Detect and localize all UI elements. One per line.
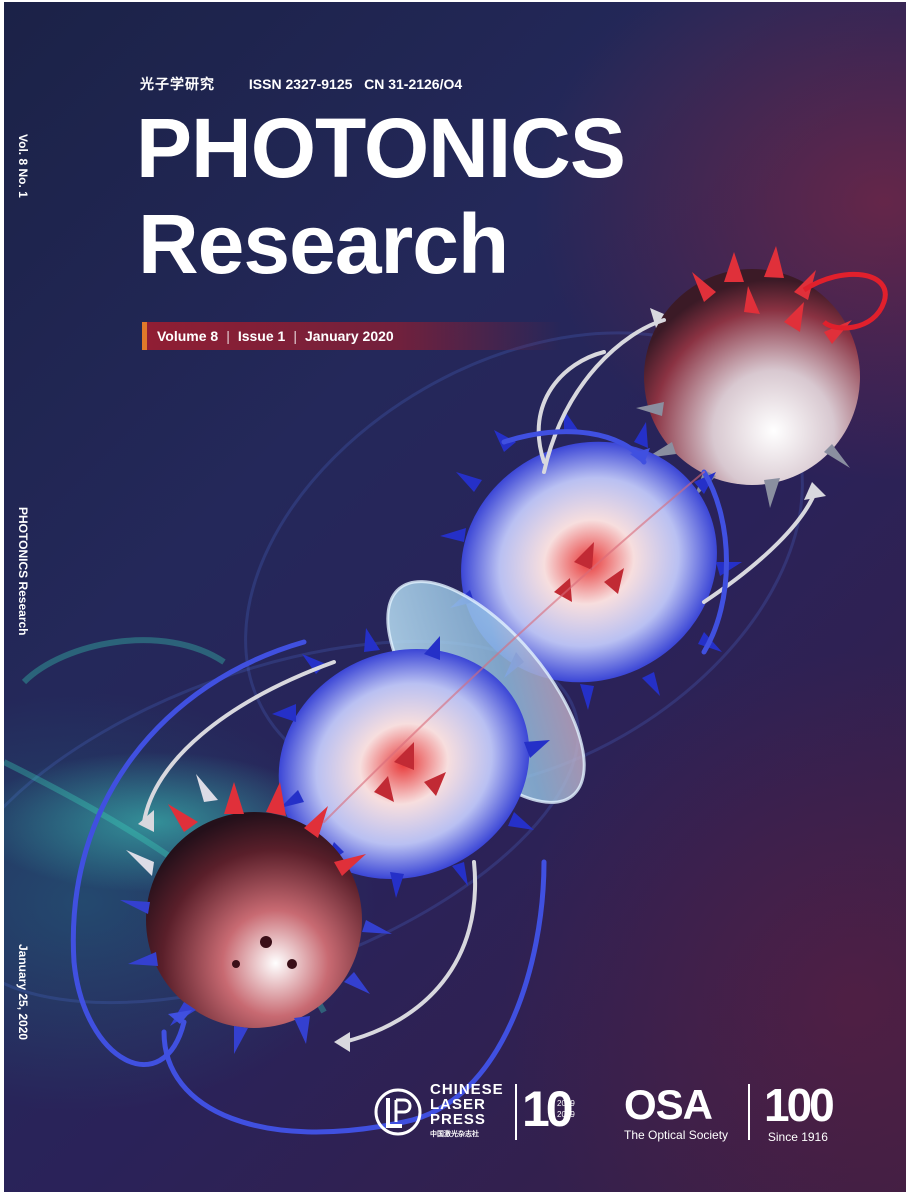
spine-title: PHOTONICS Research [16, 507, 30, 636]
issue-info-bar: Volume 8 | Issue 1 | January 2020 [142, 322, 562, 350]
osa-logo: OSA The Optical Society [624, 1081, 729, 1143]
osa-full-name: The Optical Society [624, 1128, 729, 1142]
anniversary-end: 2019 [557, 1110, 575, 1119]
anniversary-start: 2009 [557, 1099, 575, 1108]
vortex-disk-lower [272, 628, 550, 898]
separator: | [293, 328, 297, 344]
clp-line1: CHINESE [430, 1081, 504, 1098]
date-label: January 2020 [304, 328, 394, 344]
clp-icon [374, 1088, 422, 1136]
journal-identifiers: 光子学研究 ISSN 2327-9125 CN 31-2126/O4 [140, 74, 462, 94]
spine-date: January 25, 2020 [16, 944, 30, 1041]
centennial-logo: 100 Since 1916 [764, 1079, 835, 1144]
cover-illustration [4, 246, 888, 1135]
centennial-since: Since 1916 [767, 1130, 828, 1144]
sphere-bottom-left [120, 774, 392, 1054]
issue-label: Issue 1 [237, 328, 286, 344]
logo-divider [515, 1084, 517, 1140]
osa-name: OSA [624, 1081, 713, 1128]
clp-chinese: 中国激光杂志社 [430, 1131, 479, 1138]
clp-line2: LASER [430, 1096, 486, 1113]
anniversary-number: 10 [522, 1081, 574, 1137]
anniversary-years: 2009 2019 [557, 1098, 575, 1120]
separator: | [226, 328, 230, 344]
centennial-number: 100 [764, 1079, 835, 1131]
sphere-top-right [636, 246, 888, 508]
clp-line3: PRESS [430, 1111, 486, 1128]
chinese-laser-press-logo: CHINESE LASER PRESS 中国激光杂志社 10 2009 2019 [372, 1080, 612, 1144]
issn: ISSN 2327-9125 [248, 76, 353, 92]
chinese-title: 光子学研究 [140, 76, 215, 92]
logo-divider [748, 1084, 750, 1140]
spine-volume: Vol. 8 No. 1 [16, 134, 30, 198]
cn-number: CN 31-2126/O4 [364, 76, 463, 92]
journal-title-line1: PHOTONICS [136, 101, 626, 195]
journal-title-line2: Research [138, 197, 509, 291]
volume-label: Volume 8 [157, 328, 219, 344]
journal-cover: 光子学研究 ISSN 2327-9125 CN 31-2126/O4 PHOTO… [4, 2, 906, 1192]
